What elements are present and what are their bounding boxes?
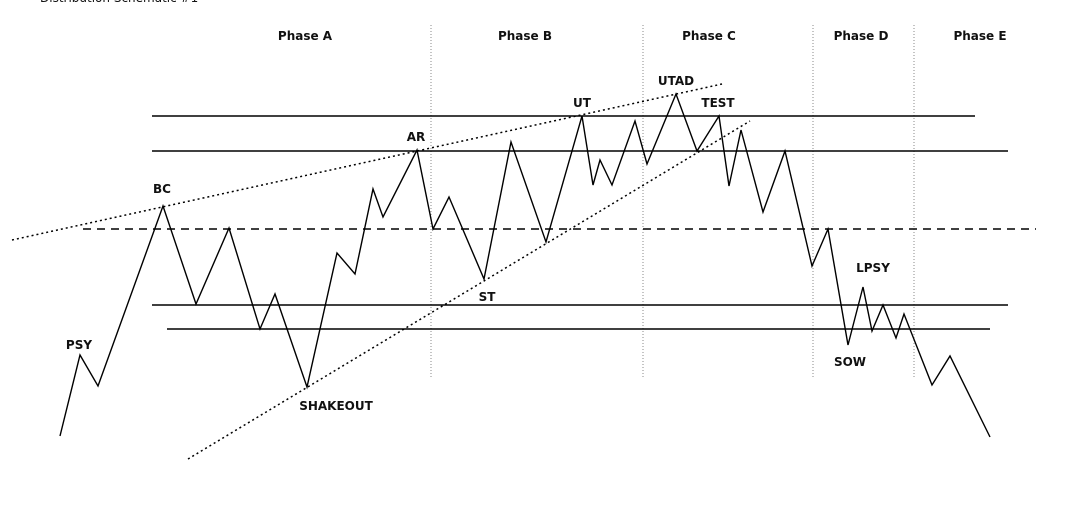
- event-label: PSY: [66, 338, 92, 352]
- range-lines: [83, 115, 1036, 330]
- event-label: SHAKEOUT: [299, 399, 373, 413]
- event-label: TEST: [701, 96, 735, 110]
- trend-lines: [11, 83, 751, 460]
- title: Distribution Schematic #1: [40, 0, 198, 5]
- phase-dividers: [430, 25, 915, 378]
- phase-label: Phase A: [278, 29, 333, 43]
- event-label: SOW: [834, 355, 866, 369]
- event-label: UT: [573, 96, 592, 110]
- event-label: BC: [153, 182, 171, 196]
- event-label: AR: [407, 130, 426, 144]
- event-label: UTAD: [658, 74, 694, 88]
- phase-label: Phase C: [682, 29, 736, 43]
- phase-label: Phase E: [953, 29, 1006, 43]
- event-label: LPSY: [856, 261, 890, 275]
- price-path: [59, 92, 991, 438]
- event-label: ST: [479, 290, 497, 304]
- phase-label: Phase D: [834, 29, 889, 43]
- phase-label: Phase B: [498, 29, 552, 43]
